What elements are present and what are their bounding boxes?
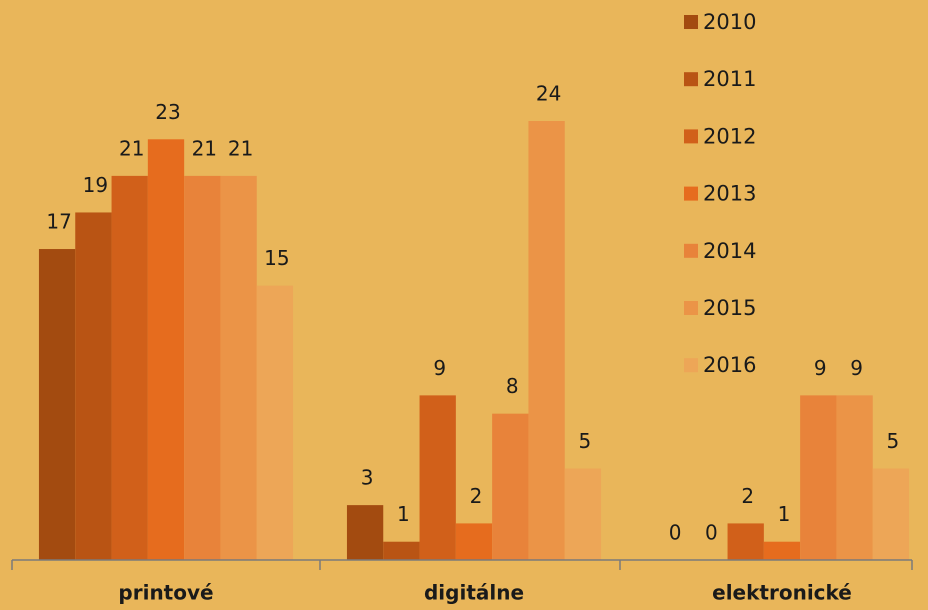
bar — [256, 285, 294, 560]
bar — [727, 523, 764, 560]
bar — [111, 175, 148, 560]
bar — [492, 413, 529, 560]
data-label: 5 — [579, 429, 592, 453]
bar — [872, 468, 910, 560]
data-label: 1 — [778, 502, 791, 526]
legend-swatch — [684, 186, 698, 201]
data-label: 2 — [470, 484, 483, 508]
data-label: 9 — [814, 356, 827, 380]
data-label: 24 — [536, 82, 561, 106]
legend-swatch — [684, 15, 698, 29]
data-label: 15 — [264, 246, 289, 270]
data-label: 9 — [850, 356, 863, 380]
legend-label: 2010 — [703, 10, 756, 34]
bar — [383, 541, 420, 560]
x-tick-label: printové — [118, 581, 213, 605]
data-label: 0 — [669, 521, 682, 545]
data-label: 2 — [741, 484, 754, 508]
legend-swatch — [684, 243, 698, 258]
legend-swatch — [684, 301, 698, 315]
data-label: 21 — [228, 136, 253, 160]
bar — [455, 523, 493, 560]
legend-label: 2015 — [703, 296, 756, 320]
x-tick-label: digitálne — [424, 581, 524, 605]
legend-label: 2016 — [703, 353, 756, 377]
bar — [564, 468, 602, 560]
bar — [38, 249, 76, 560]
legend-label: 2011 — [703, 67, 756, 91]
data-label: 19 — [83, 173, 108, 197]
data-label: 21 — [192, 136, 217, 160]
data-label: 21 — [119, 136, 144, 160]
data-label: 8 — [506, 374, 519, 398]
bar — [75, 212, 112, 561]
bar — [763, 541, 801, 560]
bar — [147, 139, 185, 560]
legend-swatch — [684, 129, 698, 144]
bar — [528, 121, 565, 560]
legend-label: 2014 — [703, 239, 756, 263]
legend-label: 2012 — [703, 124, 756, 148]
data-label: 9 — [433, 356, 446, 380]
data-label: 5 — [887, 429, 900, 453]
legend-swatch — [684, 358, 698, 373]
data-label: 23 — [155, 100, 180, 124]
x-tick-label: elektronické — [712, 581, 852, 605]
bar — [220, 175, 257, 560]
data-label: 3 — [361, 466, 374, 490]
bar — [346, 505, 384, 560]
bar — [800, 395, 837, 560]
bar — [184, 175, 221, 560]
data-label: 17 — [46, 210, 71, 234]
bar — [836, 395, 873, 560]
data-label: 0 — [705, 521, 718, 545]
legend-swatch — [684, 72, 698, 87]
legend-label: 2013 — [703, 182, 756, 206]
data-label: 1 — [397, 502, 410, 526]
bar — [419, 395, 456, 560]
